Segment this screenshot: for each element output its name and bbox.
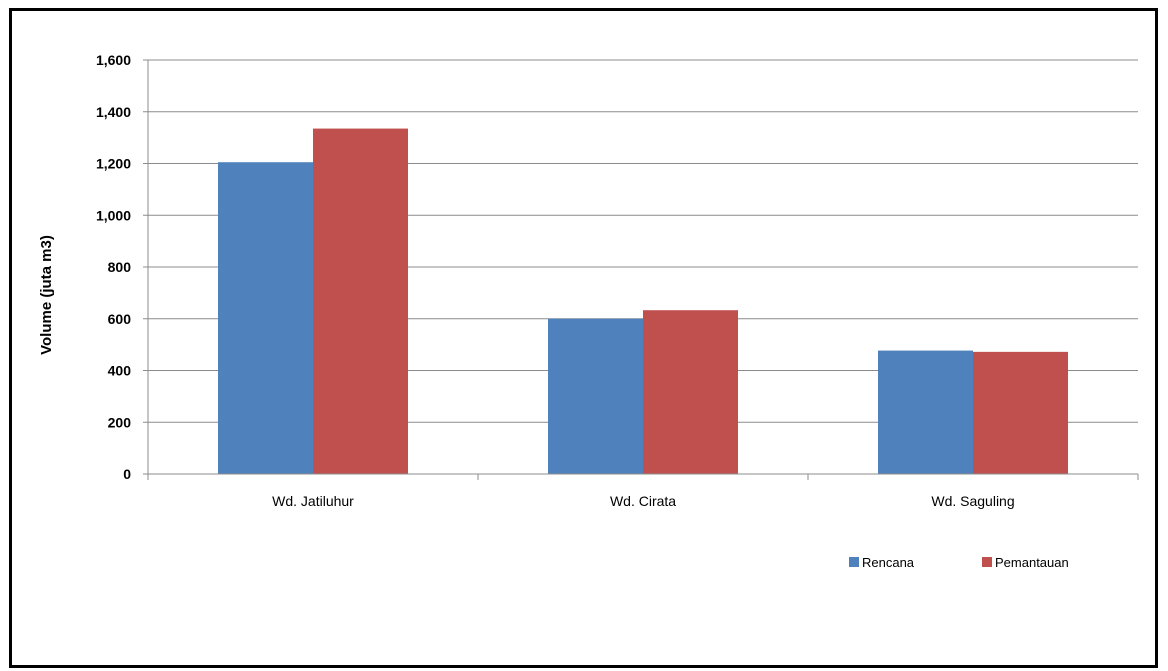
x-category-labels: Wd. Jatiluhur Wd. Cirata Wd. Saguling [272, 493, 1014, 509]
bar-pemantauan-2 [643, 310, 738, 474]
y-tick-label: 400 [108, 363, 132, 379]
y-tick-labels: 0 200 400 600 800 1,000 1,200 1,400 1,600 [96, 52, 131, 482]
legend-label-rencana: Rencana [862, 555, 915, 570]
y-tick-label: 200 [108, 414, 132, 430]
legend: Rencana Pemantauan [849, 555, 1069, 570]
y-tick-label: 1,200 [96, 156, 131, 172]
y-axis-title: Volume (juta m3) [38, 235, 55, 355]
y-tick-label: 1,000 [96, 207, 131, 223]
legend-swatch-rencana [849, 557, 859, 567]
y-tick-label: 600 [108, 311, 132, 327]
legend-label-pemantauan: Pemantauan [995, 555, 1069, 570]
bar-rencana-3 [878, 350, 973, 474]
x-category-label: Wd. Jatiluhur [272, 493, 354, 509]
bar-rencana-1 [218, 162, 313, 475]
bars [218, 128, 1068, 475]
bar-pemantauan-1 [313, 128, 408, 474]
bar-pemantauan-3 [973, 351, 1068, 474]
y-tick-label: 1,600 [96, 52, 131, 68]
y-tick-label: 1,400 [96, 104, 131, 120]
axes [143, 59, 1139, 480]
y-tick-label: 0 [123, 466, 131, 482]
bar-rencana-2 [548, 318, 643, 474]
y-tick-label: 800 [108, 259, 132, 275]
x-category-label: Wd. Saguling [931, 493, 1014, 509]
x-category-label: Wd. Cirata [610, 493, 676, 509]
legend-swatch-pemantauan [982, 557, 992, 567]
